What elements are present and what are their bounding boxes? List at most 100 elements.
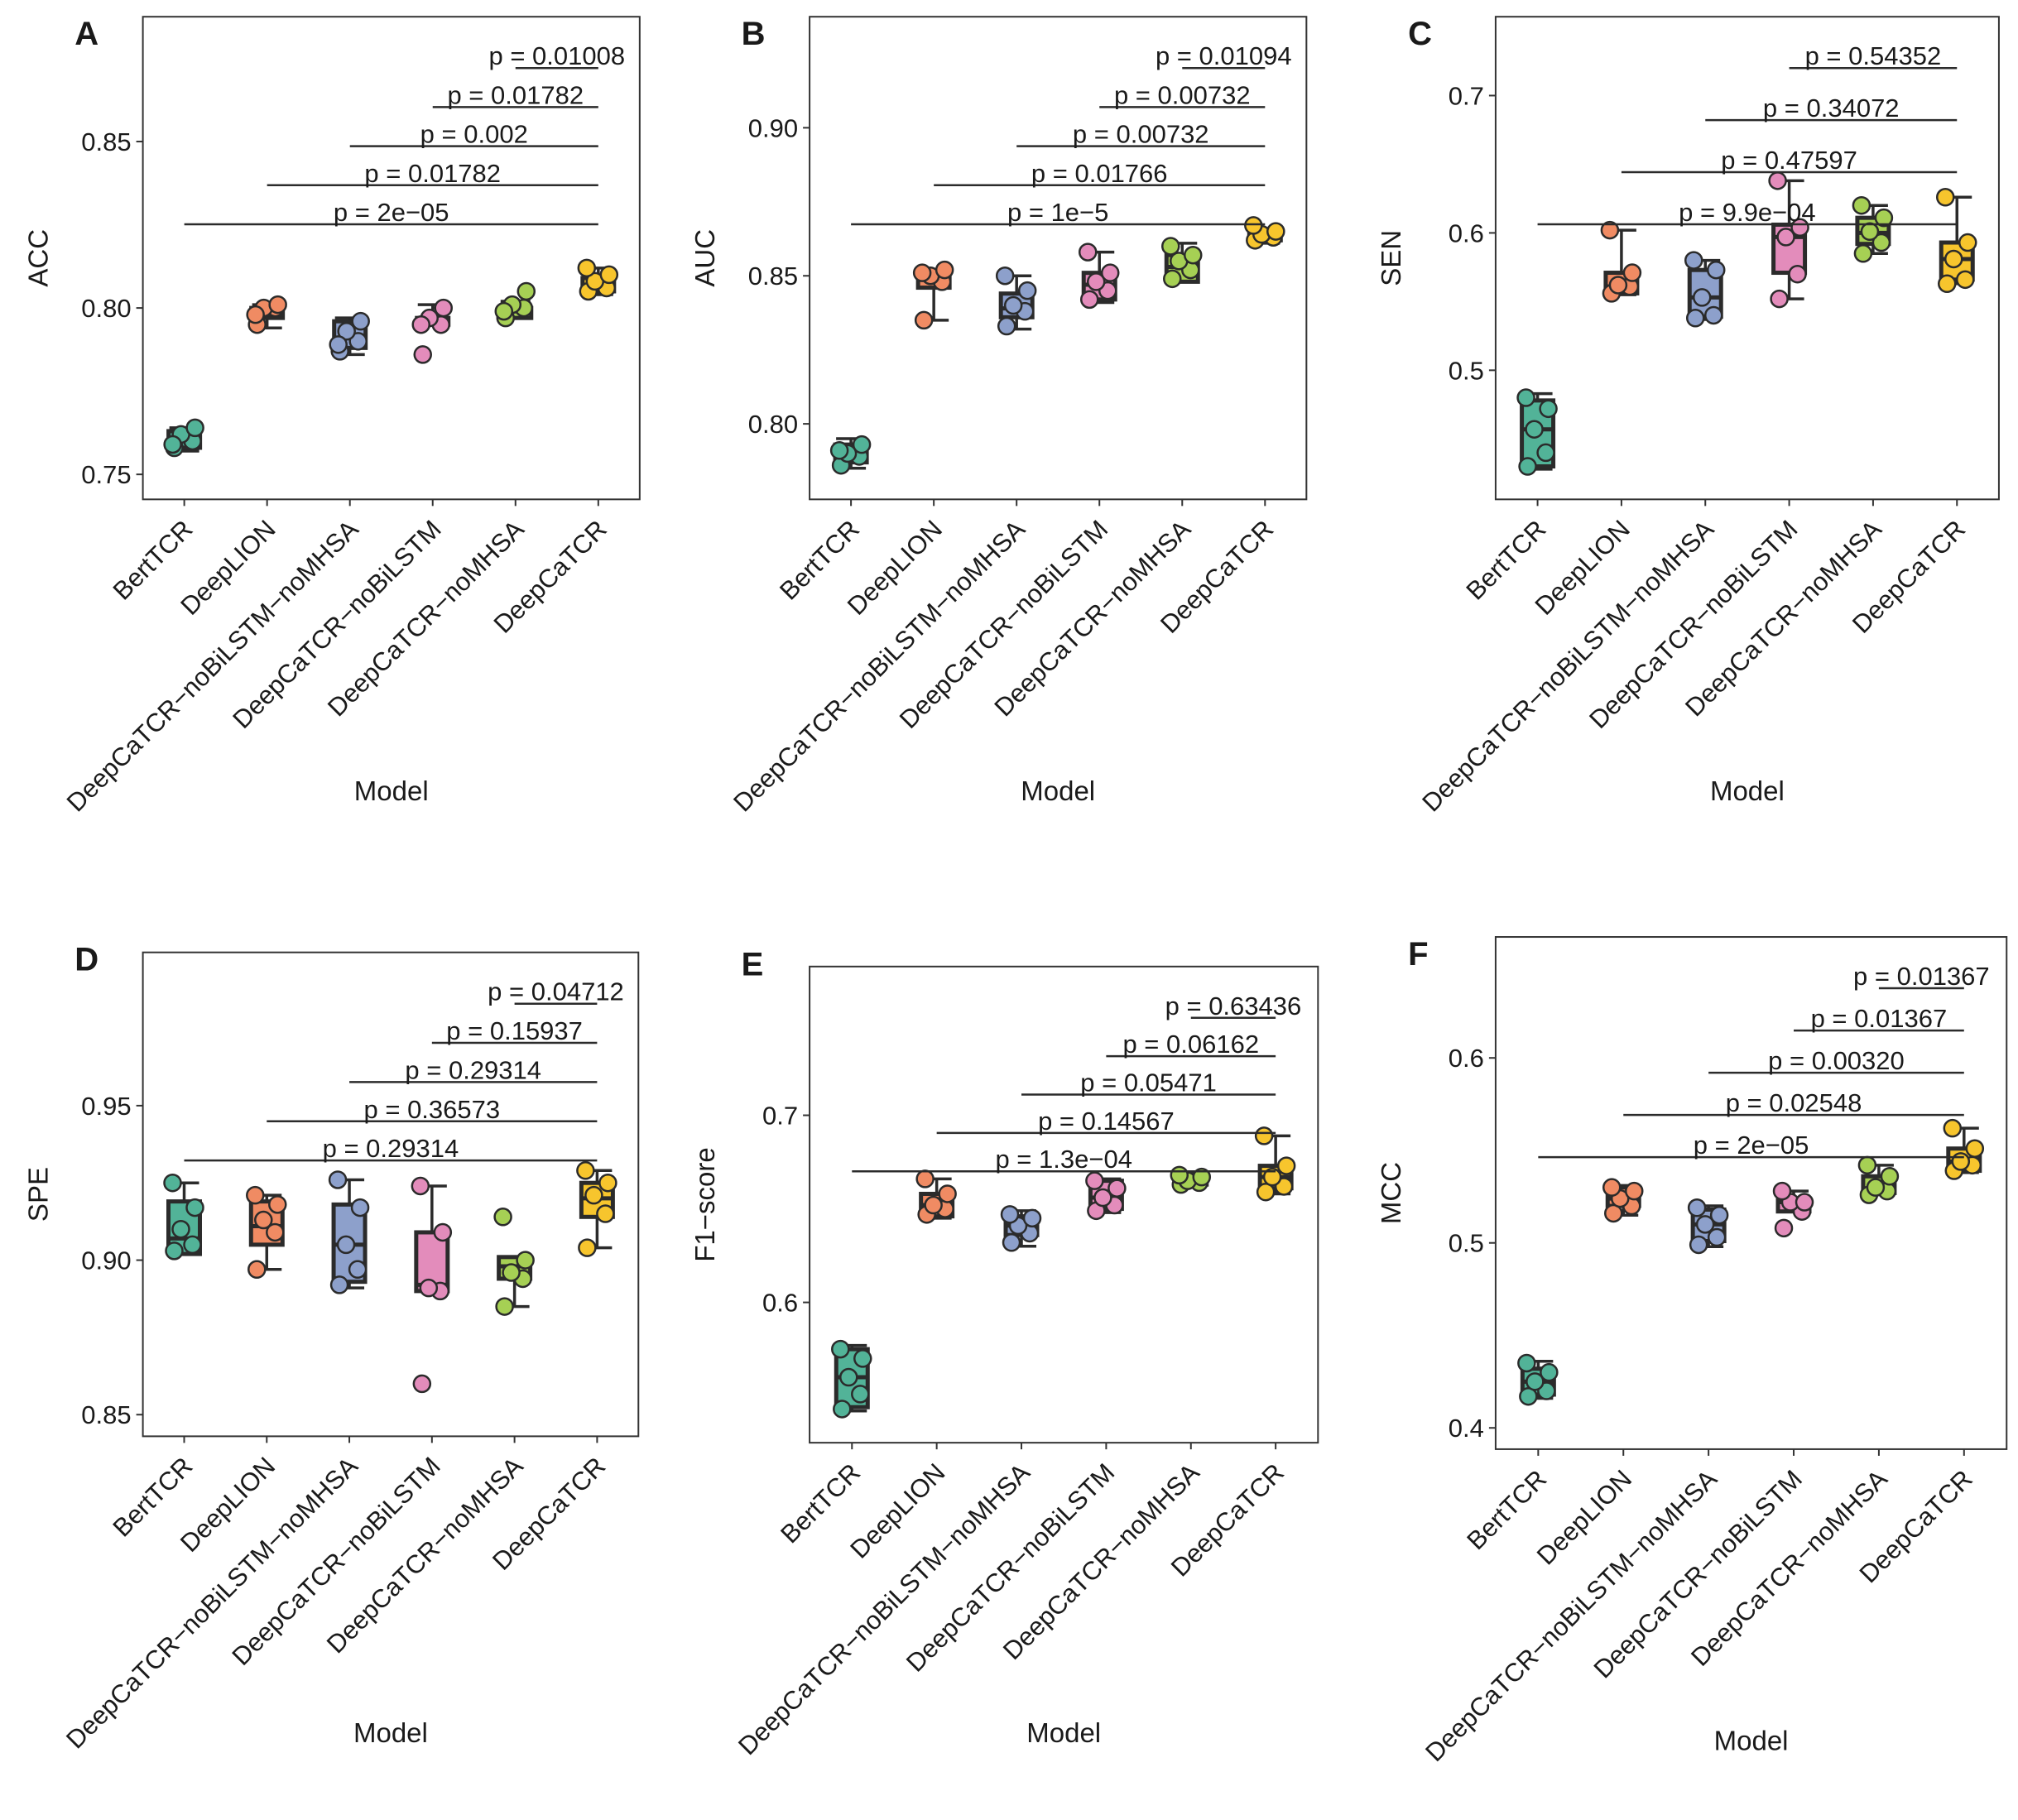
data-point (1602, 1178, 1622, 1197)
p-value-label: p = 0.05471 (1080, 1068, 1217, 1097)
data-point (1788, 264, 1807, 284)
data-point (1951, 1152, 1971, 1171)
x-category-label: DeepCaTCR−noBiLSTM−noMHSA (60, 1451, 363, 1754)
x-axis-title: Model (354, 776, 429, 806)
panel-d-letter: D (74, 941, 98, 977)
data-point (1943, 1118, 1963, 1138)
data-point (1795, 1193, 1814, 1212)
data-point (411, 315, 430, 334)
data-point (268, 1195, 287, 1214)
y-tick-label: 0.7 (762, 1102, 798, 1131)
data-point (183, 1235, 202, 1255)
data-point (577, 258, 597, 278)
x-axis-title: Model (1710, 776, 1785, 806)
data-point (328, 1170, 348, 1189)
data-point (348, 1260, 368, 1280)
p-value-label: p = 0.14567 (1038, 1107, 1175, 1136)
box-3 (329, 311, 370, 361)
data-point (266, 1222, 285, 1242)
p-value-label: p = 9.9e−04 (1679, 198, 1816, 227)
p-value-label: p = 0.01782 (364, 159, 501, 188)
data-point (1517, 1353, 1536, 1373)
y-tick-label: 0.6 (762, 1289, 798, 1318)
p-value-label: p = 0.29314 (405, 1055, 541, 1084)
data-point (853, 1349, 872, 1368)
box-2 (246, 1185, 287, 1280)
data-point (1965, 1139, 1985, 1158)
y-tick-label: 0.90 (81, 1246, 131, 1275)
box-2 (912, 260, 954, 330)
box-6 (1244, 216, 1285, 250)
panel-b-frame (809, 16, 1308, 501)
p-value-label: p = 0.04712 (488, 977, 624, 1006)
p-value-label: p = 0.00320 (1768, 1046, 1905, 1075)
data-point (596, 1204, 615, 1223)
panel-d: D0.850.900.95SPEBertTCRDeepLIONDeepCaTCR… (23, 941, 640, 1754)
data-point (1093, 1188, 1112, 1208)
data-point (246, 305, 265, 324)
p-value-label: p = 0.00732 (1114, 80, 1251, 109)
data-point (1085, 1171, 1104, 1190)
p-value-label: p = 1.3e−04 (995, 1145, 1132, 1174)
p-value-label: p = 1e−5 (1007, 198, 1108, 227)
data-point (411, 1176, 430, 1196)
panel-e-letter: E (742, 946, 764, 982)
data-point (1266, 222, 1285, 241)
data-point (433, 1222, 453, 1242)
data-point (517, 281, 536, 301)
p-value-label: p = 0.15937 (446, 1016, 583, 1045)
panel-c-letter: C (1408, 16, 1432, 52)
data-point (1276, 1156, 1296, 1175)
data-point (1707, 1227, 1727, 1247)
data-point (1935, 188, 1955, 207)
data-point (1254, 1126, 1274, 1145)
panel-e-frame (809, 965, 1319, 1444)
box-3 (1000, 1205, 1042, 1252)
p-value-label: p = 2e−05 (334, 198, 449, 227)
p-value-label: p = 0.34072 (1763, 94, 1900, 122)
box-2 (915, 1169, 957, 1224)
y-tick-label: 0.4 (1449, 1414, 1484, 1443)
p-value-label: p = 0.47597 (1721, 146, 1857, 175)
data-point (493, 1208, 512, 1227)
data-point (268, 295, 287, 315)
panel-f-letter: F (1408, 936, 1428, 972)
data-point (337, 322, 356, 341)
data-point (336, 1235, 356, 1255)
y-tick-label: 0.7 (1449, 81, 1484, 110)
data-point (351, 311, 370, 331)
data-point (1955, 270, 1975, 290)
y-axis-title: SEN (1376, 230, 1406, 286)
data-point (829, 441, 849, 460)
data-point (1184, 245, 1203, 265)
box-6 (576, 1161, 617, 1257)
data-point (1539, 399, 1558, 419)
data-point (516, 1251, 535, 1270)
x-axis-title: Model (1714, 1725, 1789, 1755)
y-axis-title: F1−score (689, 1147, 720, 1261)
y-tick-label: 0.85 (81, 1400, 131, 1429)
data-point (578, 1238, 597, 1257)
data-point (1689, 1235, 1708, 1255)
data-point (833, 1400, 852, 1419)
panel-d-frame (142, 951, 640, 1438)
y-tick-label: 0.75 (81, 460, 131, 489)
data-point (1518, 457, 1537, 476)
data-point (329, 1275, 349, 1294)
box-5 (1852, 195, 1894, 263)
data-point (915, 1169, 935, 1189)
box-5 (1161, 237, 1203, 289)
data-point (598, 1173, 617, 1193)
box-5 (1857, 1155, 1900, 1204)
data-point (1687, 1198, 1707, 1217)
box-3 (995, 266, 1037, 336)
data-point (1608, 276, 1628, 295)
box-2 (1600, 220, 1642, 303)
y-tick-label: 0.80 (81, 294, 131, 323)
data-point (914, 310, 934, 330)
box-5 (494, 281, 536, 328)
data-point (348, 332, 368, 351)
data-point (419, 1278, 439, 1298)
data-point (413, 345, 432, 364)
